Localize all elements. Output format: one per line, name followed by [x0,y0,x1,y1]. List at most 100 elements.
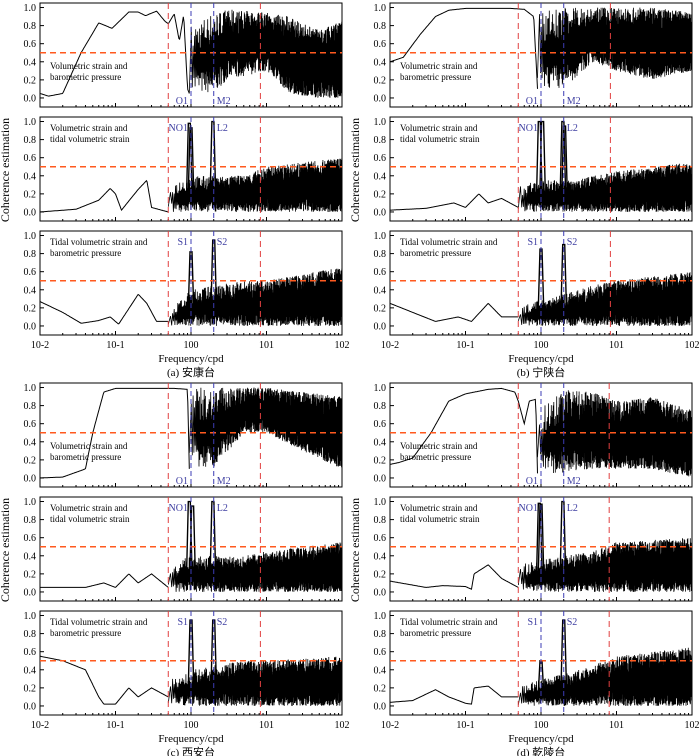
tidal-peak [537,503,545,585]
x-tick-label: 10-2 [31,340,49,351]
noisy-curve [167,542,343,592]
y-tick-label: 0.2 [374,455,387,466]
x-tick-label: 10-1 [456,720,474,731]
y-tick-label: 0.8 [374,21,387,32]
x-tick-label: 10-2 [381,340,399,351]
y-tick-label: 0.4 [24,551,37,562]
x-tick-label: 102 [335,340,350,351]
tide-label-left: NO1 [169,123,188,134]
tide-label-left: S1 [177,617,188,628]
tide-label-right: S2 [567,617,578,628]
noisy-curve [517,538,693,593]
subplot-2: 0.0 0.2 0.4 0.6 0.8 1.0 Volumetric strain andt… [374,496,693,602]
y-tick-label: 0.2 [374,303,387,314]
noisy-curve [188,9,343,98]
y-tick-label: 0.4 [24,57,37,68]
y-tick-label: 0.6 [24,419,37,430]
smooth-curve [390,193,519,211]
y-tick-label: 0.4 [24,437,37,448]
noisy-curve [537,7,693,88]
y-tick-label: 0.4 [374,171,387,182]
noisy-curve [167,268,343,326]
tide-label-right: M2 [567,476,581,487]
y-tick-label: 0.0 [24,587,37,598]
y-tick-label: 0.6 [374,647,387,658]
subplot-1: 0.0 0.2 0.4 0.6 0.8 1.0 Volumetric strain andb… [24,382,343,488]
tidal-peak [209,500,217,585]
tidal-peak [535,502,544,585]
subplot-label: barometric pressure [400,452,471,462]
y-tick-label: 0.6 [24,533,37,544]
subplot-1: 0.0 0.2 0.4 0.6 0.8 1.0 Volumetric strain andb… [374,2,693,108]
tidal-peak [535,120,544,205]
y-tick-label: 0.8 [24,401,37,412]
y-tick-label: 0.6 [24,39,37,50]
x-tick-label: 10-2 [31,720,49,731]
subplot-1: 0.0 0.2 0.4 0.6 0.8 1.0 Volumetric strain andb… [24,2,343,108]
tide-label-right: M2 [567,96,581,107]
y-tick-label: 1.0 [374,3,387,14]
y-tick-label: 1.0 [374,497,387,508]
y-tick-label: 0.0 [374,93,387,104]
tide-label-left: O1 [526,476,538,487]
tide-label-left: O1 [526,96,538,107]
y-tick-label: 0.2 [374,569,387,580]
y-tick-label: 0.8 [24,21,37,32]
noisy-curve [517,647,693,706]
y-tick-label: 0.0 [24,473,37,484]
y-tick-label: 1.0 [374,231,387,242]
y-tick-label: 0.0 [374,473,387,484]
y-tick-label: 0.4 [374,665,387,676]
tidal-peak [559,500,567,585]
x-tick-label: 10-2 [381,720,399,731]
tidal-peak [209,120,217,205]
y-tick-label: 0.6 [374,267,387,278]
subplot-label: Volumetric strain and [400,441,478,451]
tide-label-left: O1 [176,476,188,487]
y-tick-label: 0.8 [374,401,387,412]
subplot-label: Volumetric strain and [50,441,128,451]
tide-label-left: O1 [176,96,188,107]
y-tick-label: 0.2 [374,683,387,694]
panel-caption: (a) 安康台 [167,365,215,379]
x-tick-label: 100 [184,720,199,731]
x-tick-label: 102 [685,720,700,731]
noisy-curve [167,158,343,213]
smooth-curve [389,387,538,474]
y-tick-label: 0.4 [374,285,387,296]
y-tick-label: 0.0 [24,701,37,712]
subplot-3: 0.0 0.2 0.4 0.6 0.8 1.0 Tidal volumetric strai… [374,610,693,716]
x-tick-label: 101 [259,720,274,731]
x-tick-label: 102 [685,340,700,351]
noisy-curve [167,656,343,706]
tide-label-right: M2 [217,96,231,107]
x-tick-label: 101 [609,340,624,351]
tidal-peak [560,243,568,319]
y-axis-label: Coherence estimation [348,118,362,222]
x-tick-label: 10-1 [106,340,124,351]
y-tick-label: 0.2 [374,75,387,86]
y-tick-label: 0.6 [374,533,387,544]
y-tick-label: 1.0 [24,117,37,128]
smooth-curve [39,179,169,213]
tidal-peak [185,122,194,205]
subplot-label: tidal volumetric strain [50,514,130,524]
smooth-curve [389,7,538,89]
noisy-curve [517,272,693,327]
tide-label-right: L2 [217,123,228,134]
y-tick-label: 0.8 [374,515,387,526]
y-tick-label: 1.0 [24,3,37,14]
y-tick-label: 1.0 [374,117,387,128]
y-tick-label: 0.4 [374,437,387,448]
x-tick-label: 101 [609,720,624,731]
subplot-2: 0.0 0.2 0.4 0.6 0.8 1.0 Volumetric strain andt… [374,116,693,222]
subplot-label: Volumetric strain and [50,123,128,133]
x-tick-label: 102 [335,720,350,731]
subplot-label: barometric pressure [400,72,471,82]
smooth-curve [389,302,519,322]
subplot-3: 0.0 0.2 0.4 0.6 0.8 1.0 Tidal volumetric strai… [374,230,693,336]
y-tick-label: 0.2 [24,683,37,694]
tide-label-left: S1 [177,237,188,248]
